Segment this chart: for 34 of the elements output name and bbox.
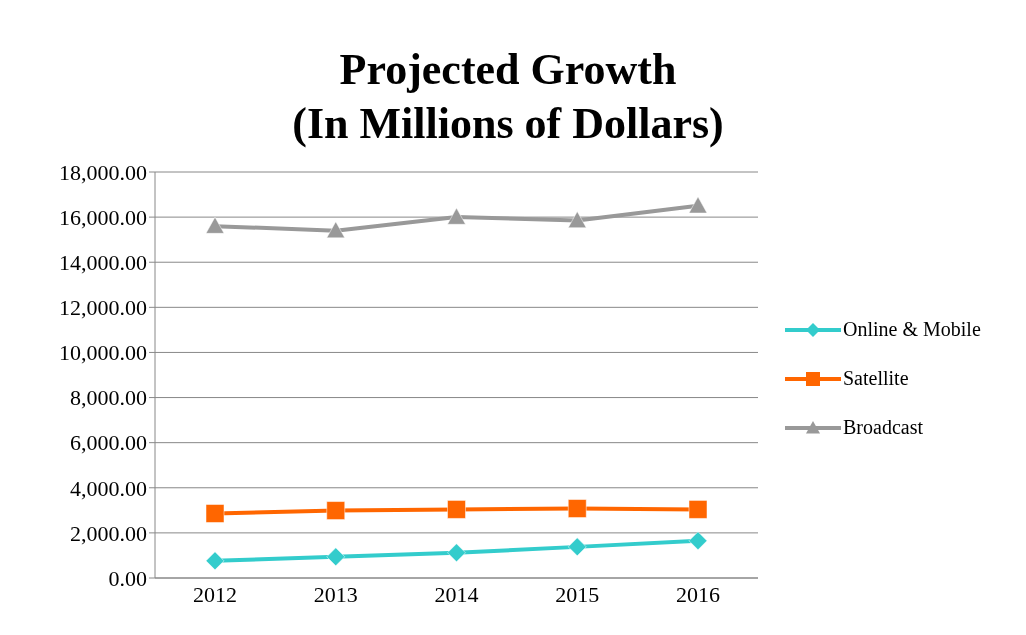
x-tick-label: 2012 [193,581,237,607]
point [205,216,225,234]
point [688,531,708,551]
y-tick-label: 2,000.00 [70,520,147,546]
y-tick-label: 16,000.00 [59,204,147,230]
y-tick-label: 4,000.00 [70,475,147,501]
point [447,543,466,562]
chart-title: Projected Growth (In Millions of Dollars) [291,44,725,150]
point [568,537,587,557]
legend-label: Satellite [843,367,909,390]
y-tick-label: 12,000.00 [59,295,147,321]
point [568,211,587,228]
point [205,551,225,571]
point [688,500,708,519]
x-tick-label: 2014 [434,581,479,607]
y-tick-label: 0.00 [108,565,147,591]
y-tick-label: 8,000.00 [70,385,147,411]
point [326,547,345,567]
x-tick-label: 2015 [555,581,600,607]
y-tick-label: 6,000.00 [70,430,147,456]
point [205,504,225,523]
legend-label: Broadcast [843,416,923,439]
x-tick-label: 2016 [676,581,720,607]
point [447,500,466,519]
y-tick-label: 18,000.00 [59,159,147,185]
point [688,196,708,214]
y-tick-label: 10,000.00 [59,340,147,366]
x-tick-label: 2013 [313,581,358,607]
point [568,499,587,518]
legend-label: Online & Mobile [843,318,981,341]
y-tick-label: 14,000.00 [59,250,147,276]
point [326,501,345,520]
point [447,207,466,225]
point [326,221,345,239]
